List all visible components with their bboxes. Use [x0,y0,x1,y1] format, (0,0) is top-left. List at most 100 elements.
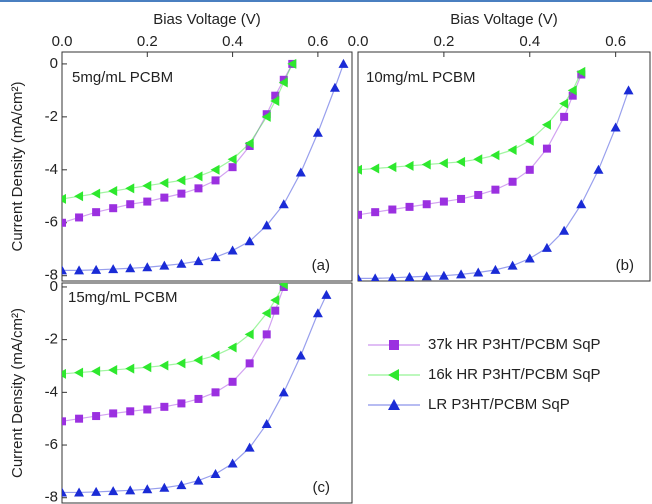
data-point [62,417,66,426]
data-point [210,350,220,361]
data-point [421,271,432,281]
data-point [92,208,101,217]
data-point [227,154,237,165]
data-point [177,189,186,198]
plot-frame [61,51,353,282]
data-point [421,159,431,170]
legend-marker [389,340,399,350]
data-point [143,405,152,414]
y-axis-label: Current Density (mA/cm²) [9,81,26,251]
legend-label: LR P3HT/PCBM SqP [428,396,570,413]
data-point [210,469,221,479]
data-point [227,245,238,255]
data-point [270,295,280,306]
data-point [422,200,431,209]
data-point [567,85,577,96]
y-tick-label: -8 [45,267,58,284]
data-point [125,363,135,374]
data-point [193,256,204,266]
data-point [387,162,397,173]
data-point [75,414,84,423]
data-point [108,185,118,196]
series-line [62,63,293,224]
series-line [358,90,630,279]
data-point [329,82,340,92]
data-point [109,409,118,418]
data-point [126,407,135,416]
series-line [358,71,582,171]
data-point [177,399,186,408]
data-point [176,175,186,186]
data-point [194,394,203,403]
x-tick-label: 0.0 [52,33,73,50]
data-point [193,171,203,182]
data-point [388,205,397,214]
data-point [160,193,169,202]
data-point [287,58,297,69]
data-point [108,264,119,274]
data-point [474,190,483,199]
legend-marker [388,399,400,410]
y-tick-label: -2 [45,331,58,348]
data-point [108,364,118,375]
data-point [405,202,414,211]
data-point [91,188,101,199]
data-point [358,210,362,219]
series-line [62,286,285,422]
y-tick-label: -6 [45,214,58,231]
data-point [126,200,135,209]
data-point [278,283,288,290]
data-point [541,119,551,130]
data-point [74,487,85,497]
data-point [295,167,306,177]
data-point [559,225,570,235]
data-point [108,486,119,496]
data-point [457,194,466,203]
data-point [194,184,203,193]
y-tick-label: -2 [45,108,58,125]
data-point [439,197,448,206]
y-tick-label: -4 [45,161,58,178]
data-point [227,458,238,468]
data-point [62,487,67,497]
data-point [370,163,380,174]
data-point [245,359,254,368]
data-point [91,366,101,377]
data-point [227,342,237,353]
data-point [75,213,84,222]
legend-marker [388,369,399,381]
annotation: 15mg/mL PCBM [68,289,177,306]
y-tick-label: 0 [50,278,58,295]
data-point [358,164,362,175]
annotation: (a) [312,257,330,274]
annotation: (b) [616,257,634,274]
data-point [507,260,518,270]
data-point [261,308,271,319]
plot-area [62,58,349,275]
plot-frame [357,51,651,282]
data-point [176,358,186,369]
data-point [244,329,254,340]
annotation: 5mg/mL PCBM [72,69,173,86]
y-tick-label: -4 [45,383,58,400]
data-point [404,272,415,281]
data-point [358,273,363,281]
data-point [109,204,118,213]
data-point [560,112,569,121]
x-tick-label: 0.0 [348,33,369,50]
data-point [404,160,414,171]
data-point [193,355,203,366]
data-point [142,262,153,272]
data-point [262,330,271,339]
data-point [160,402,169,411]
annotation: (c) [313,479,331,496]
data-point [159,482,170,492]
data-point [62,265,67,275]
series-line [62,63,293,200]
data-point [541,242,552,252]
data-point [387,272,397,281]
y-tick-label: -8 [45,489,58,504]
data-point [491,185,500,194]
data-point [312,127,323,137]
data-point [473,267,484,277]
